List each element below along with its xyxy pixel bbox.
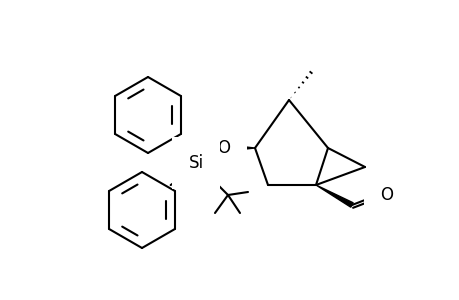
Text: O: O — [380, 186, 392, 204]
Polygon shape — [231, 146, 254, 151]
Text: Si: Si — [188, 154, 203, 172]
Text: O: O — [217, 139, 230, 157]
Polygon shape — [315, 185, 353, 207]
